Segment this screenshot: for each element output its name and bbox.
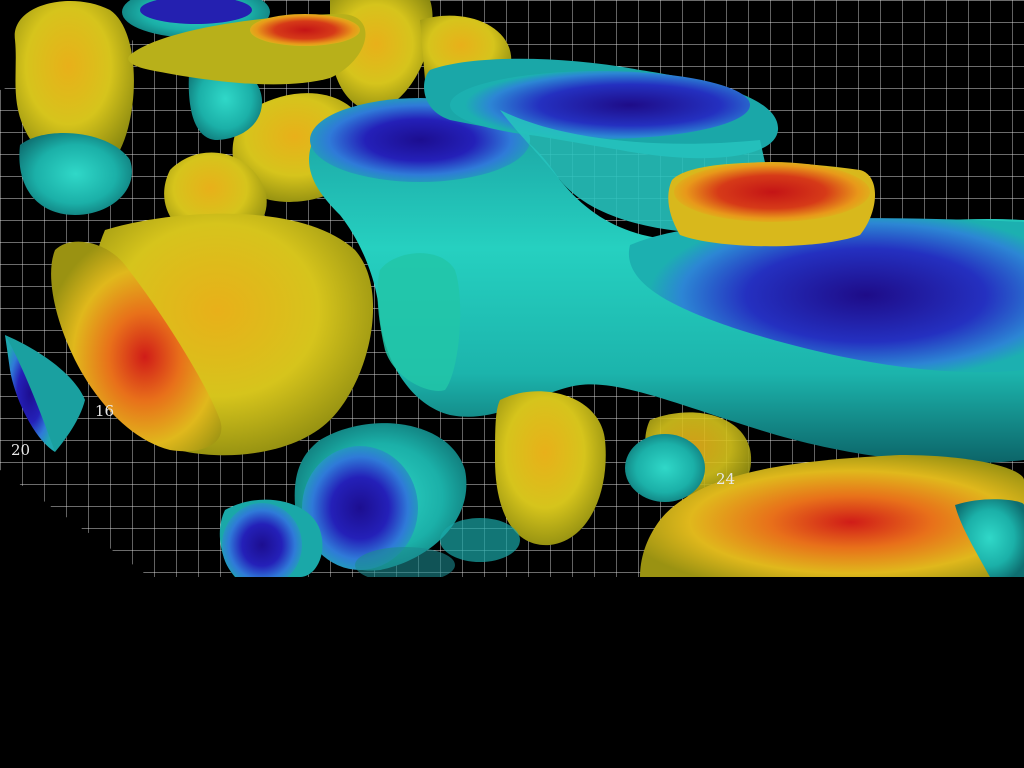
isosurface-cyan-tube: [309, 58, 1024, 464]
isosurface-scene: 20 16 24: [0, 0, 1024, 577]
isosurface-red-disc: [668, 162, 875, 247]
axis-tick-label-16: 16: [95, 402, 114, 420]
axis-tick-labels: 20 16 24: [11, 402, 735, 488]
isosurface-yellow-front: [495, 391, 1024, 577]
blank-bottom-area: [0, 577, 1024, 768]
3d-isosurface-viewport[interactable]: 20 16 24: [0, 0, 1024, 577]
isosurface-cyan-back: [19, 0, 366, 215]
axis-tick-label-20: 20: [11, 441, 30, 459]
isosurface-blue-wedge: [5, 335, 85, 452]
isosurface-yellow-left: [51, 213, 374, 456]
axis-tick-label-24: 24: [716, 470, 735, 488]
isosurface-cyan-front: [219, 423, 705, 577]
